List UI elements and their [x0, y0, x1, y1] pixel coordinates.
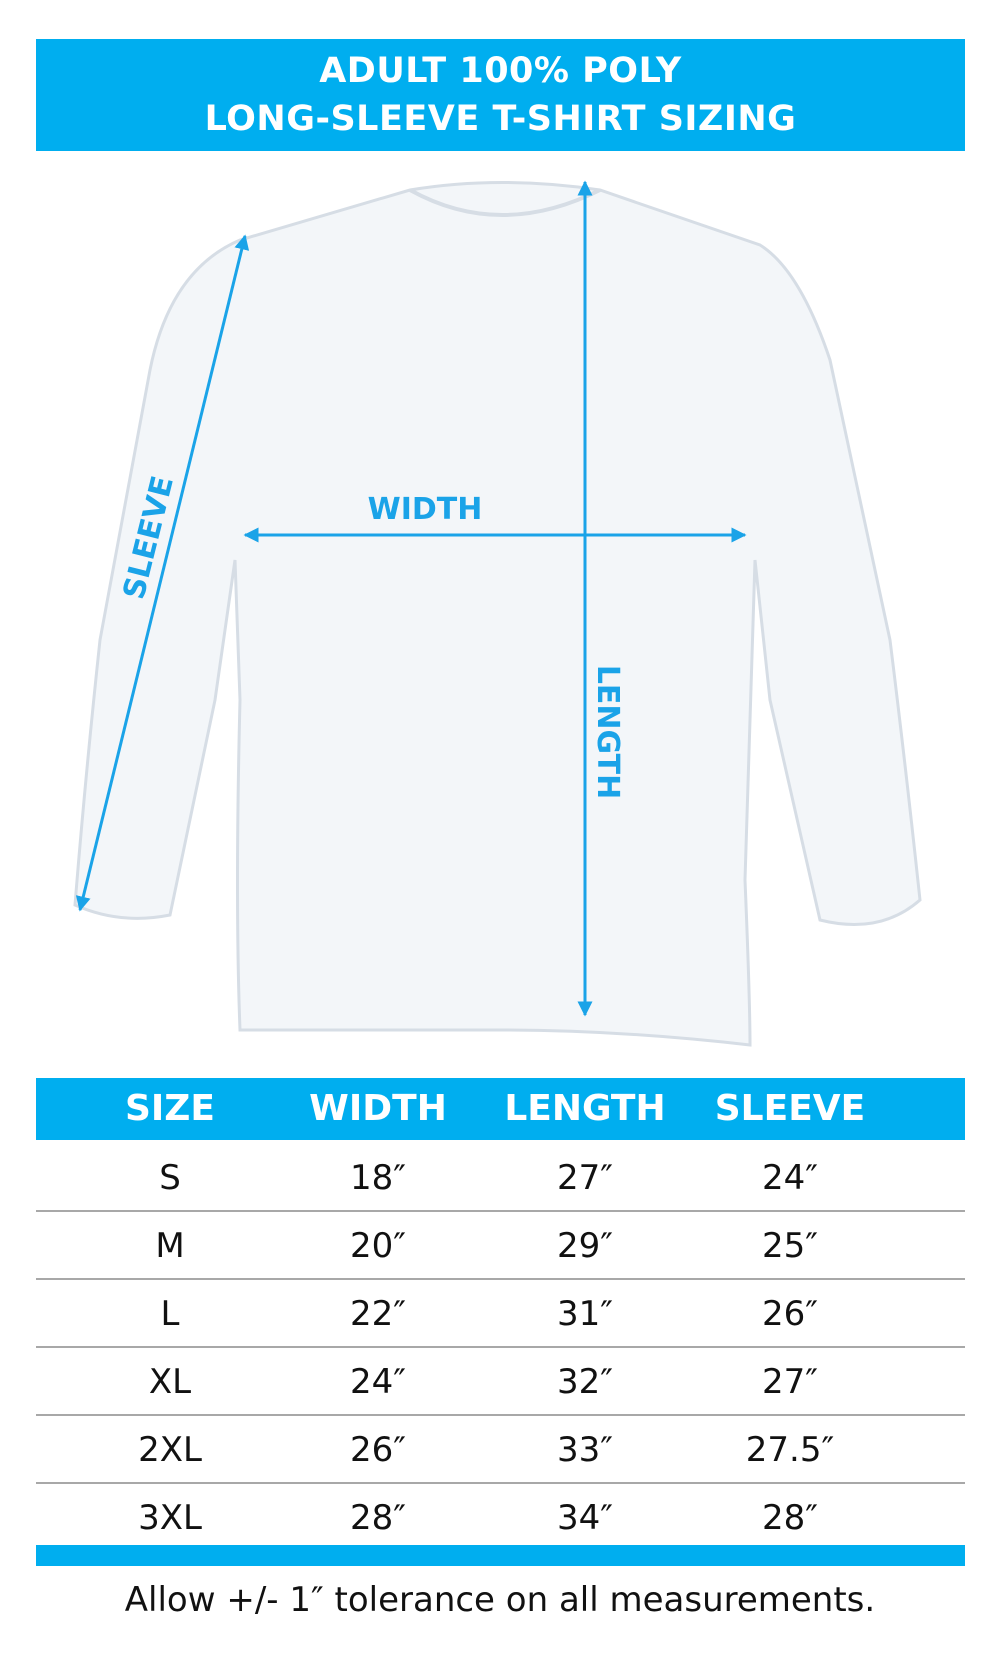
- cell-length: 27″: [557, 1158, 613, 1198]
- cell-length: 32″: [557, 1362, 613, 1402]
- shirt-diagram: WIDTH LENGTH SLEEVE: [73, 180, 922, 1047]
- header-width: WIDTH: [309, 1088, 447, 1129]
- cell-sleeve: 27″: [762, 1362, 818, 1402]
- bottom-bar: [36, 1545, 965, 1566]
- cell-sleeve: 26″: [762, 1294, 818, 1334]
- title-banner: ADULT 100% POLY LONG-SLEEVE T-SHIRT SIZI…: [36, 39, 965, 151]
- length-label: LENGTH: [590, 665, 625, 799]
- cell-width: 28″: [350, 1498, 406, 1538]
- table-row: S 18″ 27″ 24″: [36, 1142, 965, 1212]
- table-row: XL 24″ 32″ 27″: [36, 1346, 965, 1416]
- cell-width: 18″: [350, 1158, 406, 1198]
- cell-size: 2XL: [138, 1430, 202, 1470]
- table-row: M 20″ 29″ 25″: [36, 1210, 965, 1280]
- cell-length: 29″: [557, 1226, 613, 1266]
- table-row: 2XL 26″ 33″ 27.5″: [36, 1414, 965, 1484]
- table-row: 3XL 28″ 34″ 28″: [36, 1482, 965, 1550]
- header-sleeve: SLEEVE: [714, 1088, 866, 1129]
- cell-sleeve: 25″: [762, 1226, 818, 1266]
- cell-length: 31″: [557, 1294, 613, 1334]
- tolerance-note: Allow +/- 1″ tolerance on all measuremen…: [124, 1580, 876, 1620]
- cell-width: 22″: [350, 1294, 406, 1334]
- cell-size: 3XL: [138, 1498, 202, 1538]
- cell-sleeve: 27.5″: [745, 1430, 835, 1470]
- cell-width: 26″: [350, 1430, 406, 1470]
- cell-length: 33″: [557, 1430, 613, 1470]
- cell-width: 24″: [350, 1362, 406, 1402]
- cell-sleeve: 28″: [762, 1498, 818, 1538]
- table-header: SIZE WIDTH LENGTH SLEEVE: [36, 1078, 965, 1140]
- cell-size: M: [155, 1226, 185, 1266]
- cell-length: 34″: [557, 1498, 613, 1538]
- header-size: SIZE: [124, 1088, 216, 1129]
- title-line-1: ADULT 100% POLY: [319, 51, 682, 91]
- sleeve-arrow: [75, 234, 250, 912]
- cell-sleeve: 24″: [762, 1158, 818, 1198]
- width-label: WIDTH: [368, 492, 483, 527]
- header-length: LENGTH: [504, 1088, 666, 1129]
- cell-size: L: [160, 1294, 180, 1334]
- table-row: L 22″ 31″ 26″: [36, 1278, 965, 1348]
- cell-size: XL: [148, 1362, 192, 1402]
- cell-width: 20″: [350, 1226, 406, 1266]
- cell-size: S: [159, 1158, 181, 1198]
- shirt-illustration: [73, 181, 922, 1047]
- title-line-2: LONG-SLEEVE T-SHIRT SIZING: [204, 99, 797, 139]
